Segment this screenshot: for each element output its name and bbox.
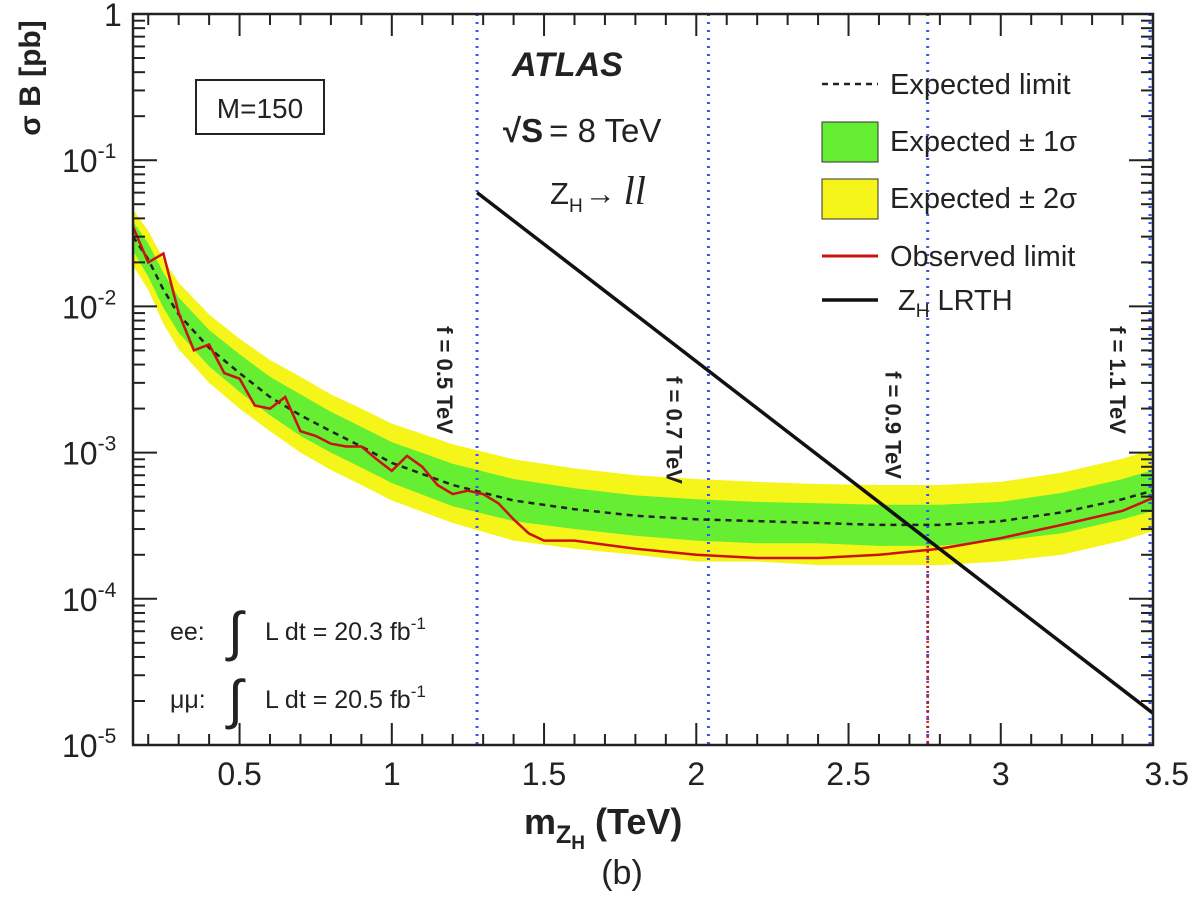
mass-box: M=150 (195, 79, 325, 135)
x-tick-label-4: 2.5 (826, 756, 870, 792)
y-tick-base: 10 (62, 289, 98, 325)
x-axis-title: mZH (TeV) (524, 801, 682, 854)
plot-frame (131, 12, 1155, 747)
channel-label: ZH→ ll (550, 168, 646, 217)
y-tick-exp: -5 (98, 725, 117, 748)
luminosity-ee: ee: ∫ L dt = 20.3 fb-1 (170, 602, 426, 662)
channel-h: H (569, 196, 583, 217)
svg-text:ZH→ll: ZH→ ll (550, 168, 646, 217)
svg-text:L dt = 20.5 fb-1: L dt = 20.5 fb-1 (265, 682, 426, 714)
y-axis-title: σ B [pb] (14, 20, 47, 136)
sqrt-s-symbol: √S (503, 112, 543, 149)
x-tick-label-1: 1 (383, 756, 401, 792)
svg-text:mZH(TeV): mZH (TeV) (524, 801, 682, 854)
y-tick-exp: -2 (98, 286, 117, 309)
x-axis-title-sub-h: H (571, 833, 585, 854)
lumi-mumu-channel: μμ: (170, 686, 206, 714)
y-tick-exp: -3 (98, 433, 117, 456)
y-tick-exp: -1 (98, 140, 117, 163)
x-tick-label-6: 3.5 (1145, 756, 1189, 792)
y-tick-exp: -4 (98, 579, 117, 602)
lumi-mumu-exp: -1 (411, 682, 426, 701)
svg-text:√S= 8 TeV: √S = 8 TeV (503, 112, 661, 149)
y-tick-base: 1 (104, 0, 122, 33)
y-tick-label-3: 10-3 (62, 433, 116, 472)
y-tick-label-0: 1 (104, 0, 122, 33)
mass-box-text: M=150 (217, 93, 303, 124)
channel-ll: ll (624, 168, 646, 213)
f-reference-lines: f = 0.5 TeV f = 0.7 TeV f = 0.9 TeV f = 1.1… (432, 14, 1152, 745)
legend-label-observed: Observed limit (890, 241, 1075, 273)
energy-value: = 8 TeV (549, 112, 661, 149)
integral-icon: ∫ (225, 602, 246, 662)
legend-swatch-1sigma (821, 121, 879, 163)
f-label-1: f = 0.7 TeV (661, 376, 686, 484)
lumi-ee-channel: ee: (170, 618, 205, 646)
energy-label: √S = 8 TeV (503, 112, 661, 149)
legend-swatch-2sigma (821, 178, 879, 220)
f-label-3: f = 1.1 TeV (1105, 326, 1130, 434)
experiment-label: ATLAS (511, 46, 623, 84)
x-tick-label-3: 2 (687, 756, 705, 792)
x-tick-labels: 0.5 1 1.5 2 2.5 3 3.5 (217, 756, 1189, 792)
y-tick-labels: 110-110-210-310-410-5 (62, 0, 122, 764)
legend-label-lrth: ZH LRTH (898, 285, 1013, 322)
y-tick-base: 10 (62, 728, 98, 764)
axis-ticks (133, 14, 1154, 746)
f-label-0: f = 0.5 TeV (432, 326, 457, 434)
x-tick-label-5: 3 (992, 756, 1010, 792)
y-tick-label-5: 10-5 (62, 725, 116, 764)
legend: Expected limit Expected ± 1σ Expected ± … (821, 69, 1077, 322)
svg-text:L dt = 20.3 fb-1: L dt = 20.3 fb-1 (265, 614, 426, 646)
x-tick-label-2: 1.5 (522, 756, 566, 792)
x-axis-title-sub-z: Z (556, 821, 571, 849)
expected-limit-line (131, 235, 1154, 527)
f-label-2: f = 0.9 TeV (881, 371, 906, 479)
lumi-mumu-text: L dt = 20.5 fb (265, 686, 411, 714)
frame-rect (131, 12, 1155, 747)
legend-label-1sigma: Expected ± 1σ (890, 126, 1077, 158)
luminosity-mumu: μμ: ∫ L dt = 20.5 fb-1 (170, 670, 426, 730)
y-tick-label-1: 10-1 (62, 140, 116, 179)
y-tick-label-2: 10-2 (62, 286, 116, 325)
band-1sigma (133, 221, 1153, 546)
uncertainty-bands (133, 209, 1153, 566)
legend-lrth-z: Z (898, 285, 916, 317)
y-tick-base: 10 (62, 436, 98, 472)
x-tick-label-0: 0.5 (217, 756, 261, 792)
lumi-ee-text: L dt = 20.3 fb (265, 618, 411, 646)
lrth-line (476, 191, 1155, 715)
integral-icon: ∫ (225, 670, 246, 730)
observed-limit-line (131, 226, 1154, 560)
legend-label-2sigma: Expected ± 2σ (890, 183, 1077, 215)
lumi-ee-exp: -1 (411, 614, 426, 633)
channel-z: Z (550, 176, 569, 211)
x-axis-title-main: m (524, 801, 556, 842)
legend-label-expected: Expected limit (890, 69, 1071, 101)
y-tick-base: 10 (62, 143, 98, 179)
limit-curves (131, 191, 1155, 715)
legend-lrth-h: H (916, 301, 930, 322)
y-tick-label-4: 10-4 (62, 579, 117, 618)
legend-lrth-suffix: LRTH (929, 285, 1012, 317)
x-axis-title-unit: (TeV) (595, 801, 682, 842)
channel-arrow: → (585, 176, 616, 211)
y-tick-base: 10 (62, 582, 98, 618)
panel-label: (b) (601, 854, 643, 892)
